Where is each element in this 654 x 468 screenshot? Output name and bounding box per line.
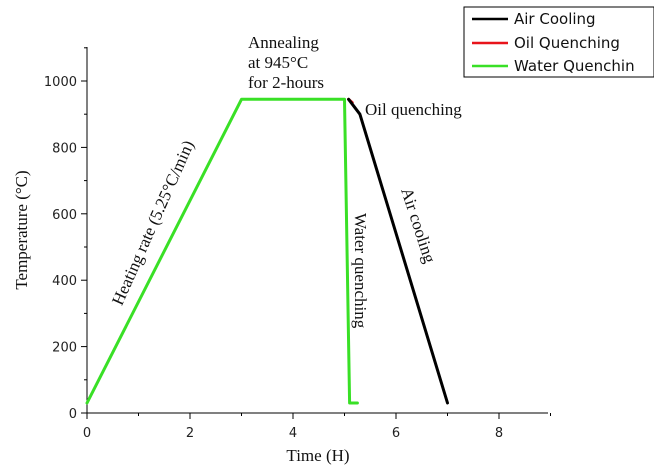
x-tick-label: 4: [289, 426, 297, 441]
y-tick-label: 1000: [44, 75, 77, 90]
legend-label-oil-quenching: Oil Quenching: [514, 34, 620, 52]
x-tick-label: 2: [186, 426, 194, 441]
x-tick-label: 0: [83, 426, 91, 441]
x-tick-label: 6: [392, 426, 400, 441]
y-tick-label: 200: [52, 341, 77, 356]
x-tick-label: 8: [495, 426, 503, 441]
legend-label-water-quenching: Water Quenchin: [514, 57, 635, 75]
series-layer: [85, 97, 449, 405]
y-tick-label: 400: [52, 274, 77, 289]
annotation-annealing-line-3: for 2-hours: [248, 73, 324, 92]
y-tick-label: 800: [52, 141, 77, 156]
y-axis-title: Temperature (°C): [12, 170, 31, 289]
annotation-heating-rate: Heating rate (5.25°C/min): [108, 138, 198, 308]
annotation-water-quenching: Water quenching: [351, 213, 370, 329]
y-tick-label: 0: [69, 407, 77, 422]
legend-label-air-cooling: Air Cooling: [514, 10, 596, 28]
axis-ticks: 0 2 4 6 8 0 200 400 600 800 1000: [44, 47, 551, 441]
legend: Air Cooling Oil Quenching Water Quenchin: [463, 6, 654, 78]
y-tick-label: 600: [52, 208, 77, 223]
series-line-air-cooling: [347, 97, 449, 405]
annotation-annealing-line-1: Annealing: [248, 33, 319, 52]
x-axis-title: Time (H): [286, 446, 349, 465]
annotation-oil-quenching: Oil quenching: [365, 100, 462, 119]
series-line-water-quenchin: [85, 97, 359, 405]
annotation-annealing-line-2: at 945°C: [248, 53, 308, 72]
